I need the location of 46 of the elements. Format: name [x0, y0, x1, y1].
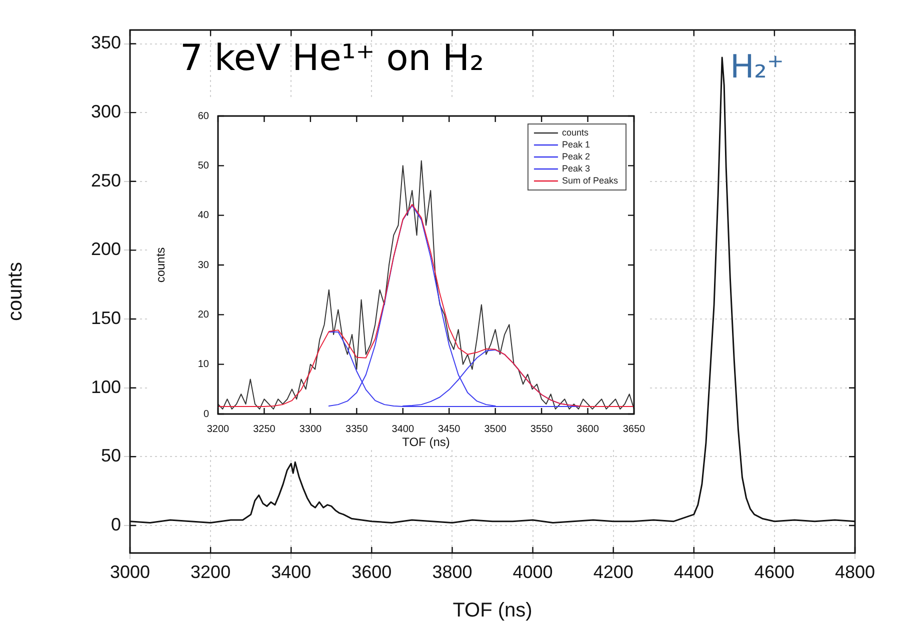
y-tick-label: 50 [198, 160, 210, 172]
y-tick-label: 60 [198, 110, 210, 122]
legend-label: Peak 1 [562, 139, 590, 150]
x-tick-label: 3300 [299, 424, 322, 435]
y-axis-title: counts [4, 262, 27, 321]
y-tick-label: 0 [203, 408, 210, 420]
x-tick-label: 3000 [110, 562, 150, 582]
y-tick-label: 10 [198, 359, 210, 370]
chart-title: 7 keV He¹⁺ on H₂ [180, 38, 484, 79]
x-tick-label: 3200 [206, 424, 230, 435]
y-tick-label: 30 [198, 260, 210, 271]
legend-label: Peak 2 [562, 151, 590, 162]
legend-label: Peak 3 [562, 163, 590, 174]
x-tick-label: 3250 [253, 424, 276, 435]
x-tick-label: 3500 [484, 424, 507, 435]
y-tick-label: 20 [198, 309, 210, 320]
x-axis-title: TOF (ns) [452, 600, 532, 622]
x-axis-title: TOF (ns) [402, 435, 450, 450]
y-tick-label: 300 [90, 102, 121, 122]
y-tick-label: 150 [90, 308, 121, 328]
y-tick-label: 50 [100, 446, 121, 466]
x-tick-label: 3800 [432, 562, 472, 582]
x-tick-label: 4600 [754, 562, 794, 582]
x-tick-label: 3400 [392, 424, 414, 435]
y-axis-title: counts [154, 247, 168, 283]
x-tick-label: 3550 [530, 424, 554, 435]
legend-label: counts [562, 127, 589, 138]
x-tick-label: 3200 [190, 562, 231, 582]
annotation: H₂⁺ [730, 48, 784, 86]
y-tick-label: 0 [110, 514, 121, 534]
y-tick-label: 100 [90, 376, 121, 397]
y-tick-label: 250 [90, 170, 121, 190]
x-tick-label: 3400 [271, 562, 312, 582]
legend-label: Sum of Peaks [562, 175, 618, 186]
x-tick-label: 4400 [674, 562, 714, 582]
y-tick-label: 350 [90, 32, 121, 53]
x-tick-label: 4000 [512, 562, 553, 582]
y-tick-label: 40 [198, 210, 210, 222]
x-tick-label: 3450 [438, 424, 461, 435]
x-tick-label: 4800 [834, 562, 876, 582]
y-tick-label: 200 [90, 239, 121, 260]
x-tick-label: 3600 [576, 424, 600, 435]
x-tick-label: 3650 [622, 424, 646, 435]
x-tick-label: 3600 [352, 562, 392, 582]
x-tick-label: 4200 [593, 562, 634, 582]
x-tick-label: 3350 [346, 424, 368, 435]
